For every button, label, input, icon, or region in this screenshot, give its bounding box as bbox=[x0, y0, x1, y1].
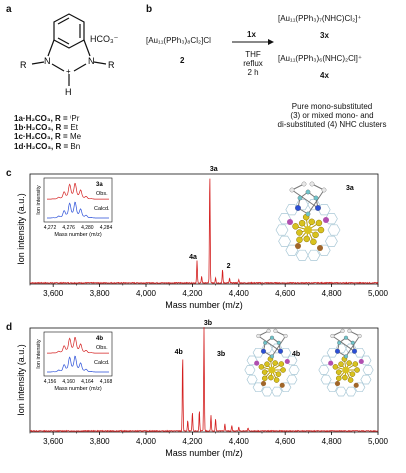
structure-label-4b: 4b bbox=[292, 351, 300, 358]
inset-calculated-line bbox=[47, 201, 109, 219]
inset-tick-label: 4,272 bbox=[44, 225, 57, 231]
inset-obs-label: Obs. bbox=[96, 191, 108, 197]
x-axis-label: Mass number (m/z) bbox=[165, 300, 243, 310]
x-tick-label: 4,000 bbox=[136, 289, 157, 298]
x-tick-label: 3,800 bbox=[90, 289, 111, 298]
inset-frame bbox=[43, 331, 113, 377]
panel-c-label: c bbox=[6, 168, 12, 179]
x-tick-label: 5,000 bbox=[368, 437, 389, 446]
reactant-formula: [Au₁₁(PPh₃)₈Cl₂]Cl bbox=[146, 36, 211, 45]
x-tick-label: 4,800 bbox=[322, 289, 343, 298]
structure-label-3a: 3a bbox=[346, 185, 354, 192]
atom-r-right: R bbox=[108, 60, 115, 70]
reaction-conditions: THF reflux 2 h bbox=[243, 50, 263, 78]
reactant-id: 2 bbox=[180, 56, 185, 65]
compound-1a: 1a·H₂CO₃, R = ⁱPr bbox=[14, 114, 80, 123]
x-tick-label: 3,800 bbox=[90, 437, 111, 446]
inset-calculated-line bbox=[47, 355, 109, 373]
x-tick-label: 4,600 bbox=[275, 437, 296, 446]
inset-tick-label: 4,280 bbox=[81, 225, 94, 231]
compound-list: 1a·H₂CO₃, R = ⁱPr 1b·H₂CO₃, R = Et 1c·H₂… bbox=[14, 114, 81, 151]
x-tick-label: 3,600 bbox=[43, 437, 64, 446]
product1-formula: [Au₁₁(PPh₃)₇(NHC)Cl₂]⁺ bbox=[278, 14, 362, 23]
inset-x-label: Mass number (m/z) bbox=[54, 386, 102, 392]
product2-formula: [Au₁₁(PPh₃)₆(NHC)₂Cl]⁺ bbox=[278, 54, 363, 63]
peak-label-4b: 4b bbox=[175, 349, 183, 356]
panel-a-label: a bbox=[6, 4, 12, 15]
product1-id: 3x bbox=[320, 31, 329, 40]
reaction-arrow bbox=[232, 39, 274, 45]
panel-b-label: b bbox=[146, 4, 153, 15]
atom-plus: + bbox=[66, 67, 71, 76]
inset-y-label: Ion intensity bbox=[36, 339, 42, 369]
spectrum-line bbox=[29, 178, 379, 285]
inset-tick-label: 4,168 bbox=[100, 379, 113, 385]
inset-title: 3a bbox=[96, 182, 103, 188]
atom-h: H bbox=[65, 87, 72, 97]
inset-tick-label: 4,156 bbox=[44, 379, 57, 385]
compound-1c: 1c·H₂CO₃, R = Me bbox=[14, 132, 82, 142]
atom-r-left: R bbox=[20, 60, 27, 70]
inset-calcd-label: Calcd. bbox=[94, 206, 110, 212]
inset-y-label: Ion intensity bbox=[36, 185, 42, 215]
x-tick-label: 4,800 bbox=[322, 437, 343, 446]
plot-frame bbox=[29, 173, 379, 285]
inset-observed-line bbox=[47, 336, 109, 354]
y-axis-label: Ion intensity (a.u.) bbox=[16, 193, 26, 265]
spectrum-line bbox=[29, 327, 379, 433]
cluster-structure-4b bbox=[318, 343, 374, 397]
nhc-ligand-4b bbox=[330, 328, 362, 359]
x-tick-label: 4,400 bbox=[229, 437, 250, 446]
anion-label: HCO₃⁻ bbox=[90, 34, 119, 44]
x-tick-label: 3,600 bbox=[43, 289, 64, 298]
structure-label-3b: 3b bbox=[217, 351, 225, 358]
peak-label-3a: 3a bbox=[210, 166, 218, 173]
x-tick-label: 4,400 bbox=[229, 289, 250, 298]
inset-calcd-label: Calcd. bbox=[94, 360, 110, 366]
compound-1b: 1b·H₂CO₃, R = Et bbox=[14, 123, 78, 133]
x-tick-label: 5,000 bbox=[368, 289, 389, 298]
x-tick-label: 4,200 bbox=[182, 289, 203, 298]
product2-id: 4x bbox=[320, 71, 329, 80]
inset-title: 4b bbox=[96, 336, 103, 342]
y-axis-label: Ion intensity (a.u.) bbox=[16, 344, 26, 416]
compound-1d: 1d·H₂CO₃, R = Bn bbox=[14, 141, 81, 151]
inset-tick-label: 4,160 bbox=[62, 379, 75, 385]
nhc-structure: N N + H R R bbox=[20, 13, 115, 97]
nhc-ligand-3a bbox=[289, 181, 327, 217]
inset-frame bbox=[43, 177, 113, 223]
x-axis-label: Mass number (m/z) bbox=[165, 448, 243, 458]
nhc-ligand-3b bbox=[256, 328, 288, 359]
atom-n-right: N bbox=[88, 56, 95, 66]
inset-x-label: Mass number (m/z) bbox=[54, 232, 102, 238]
inset-tick-label: 4,284 bbox=[100, 225, 113, 231]
panel-d-label: d bbox=[6, 322, 13, 333]
inset-tick-label: 4,164 bbox=[81, 379, 94, 385]
x-tick-label: 4,000 bbox=[136, 437, 157, 446]
peak-label-2: 2 bbox=[227, 263, 231, 270]
reagent-label: 1x bbox=[247, 30, 256, 39]
x-tick-label: 4,200 bbox=[182, 437, 203, 446]
inset-observed-line bbox=[47, 182, 109, 200]
atom-n-left: N bbox=[44, 56, 51, 66]
inset-obs-label: Obs. bbox=[96, 345, 108, 351]
x-tick-label: 4,600 bbox=[275, 289, 296, 298]
peak-label-4a: 4a bbox=[189, 254, 197, 261]
product-note: Pure mono-substituted (3) or mixed mono-… bbox=[277, 102, 387, 130]
inset-tick-label: 4,276 bbox=[62, 225, 75, 231]
peak-label-3b: 3b bbox=[204, 320, 212, 327]
